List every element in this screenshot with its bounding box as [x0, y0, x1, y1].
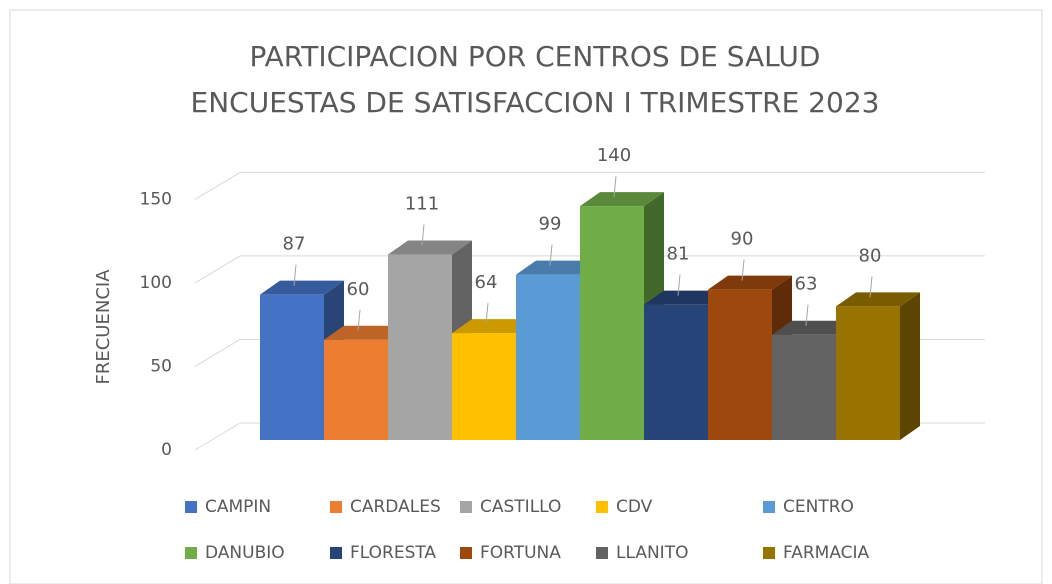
legend-label: DANUBIO	[205, 543, 285, 563]
legend-label: CAMPIN	[205, 497, 271, 517]
leader-line	[549, 244, 553, 266]
legend-swatch	[330, 501, 342, 513]
data-label: 140	[597, 145, 631, 166]
leader-line	[869, 276, 873, 298]
grid-line	[194, 422, 241, 451]
data-label: 99	[539, 214, 562, 235]
bar	[772, 334, 836, 440]
bar	[388, 254, 452, 440]
data-label: 81	[667, 244, 690, 265]
data-label: 90	[731, 229, 754, 250]
legend-label: CASTILLO	[480, 497, 561, 517]
legend-swatch	[763, 547, 775, 559]
y-tick-label: 50	[150, 356, 172, 376]
bar-top	[644, 290, 728, 305]
data-label: 80	[859, 245, 882, 266]
legend-swatch	[763, 501, 775, 513]
bar-top	[708, 275, 792, 290]
bar	[452, 333, 516, 440]
legend-swatch	[596, 501, 608, 513]
legend-label: CENTRO	[783, 497, 854, 517]
chart-subtitle: ENCUESTAS DE SATISFACCION I TRIMESTRE 20…	[191, 86, 880, 119]
data-label: 63	[795, 274, 818, 295]
bar-top	[452, 319, 536, 334]
legend-swatch	[460, 501, 472, 513]
legend-label: CDV	[616, 497, 653, 517]
data-label: 87	[283, 234, 306, 255]
legend-label: FLORESTA	[350, 543, 436, 563]
bar-top	[260, 280, 344, 295]
legend-swatch	[185, 547, 197, 559]
bar	[580, 206, 644, 440]
legend-swatch	[460, 547, 472, 559]
legend-swatch	[330, 547, 342, 559]
bar	[516, 274, 580, 440]
bar-top	[516, 260, 600, 275]
grid-line	[194, 171, 241, 200]
leader-line	[677, 274, 681, 296]
bar	[836, 306, 900, 440]
bar	[260, 294, 324, 440]
leader-line	[421, 224, 425, 246]
leader-line	[357, 309, 361, 331]
grid-line	[194, 339, 241, 367]
bar-top	[324, 325, 408, 340]
leader-line	[741, 259, 745, 281]
bar	[708, 289, 772, 440]
legend-label: FORTUNA	[480, 543, 561, 563]
leader-line	[293, 264, 297, 286]
bar-top	[580, 192, 664, 207]
y-axis-label: FRECUENCIA	[93, 269, 114, 385]
y-tick-label: 0	[161, 440, 172, 460]
bar-top	[388, 240, 472, 255]
grid-line	[194, 255, 241, 284]
legend-label: FARMACIA	[783, 543, 870, 563]
leader-line	[805, 304, 809, 326]
y-tick-label: 100	[140, 273, 172, 293]
data-label: 64	[475, 272, 498, 293]
bar	[644, 304, 708, 440]
legend-label: LLANITO	[616, 543, 688, 563]
data-label: 111	[405, 194, 439, 215]
bar-side	[900, 292, 920, 440]
legend-label: CARDALES	[350, 497, 441, 517]
data-label: 60	[347, 279, 370, 300]
leader-line	[613, 176, 617, 198]
legend-swatch	[185, 501, 197, 513]
bar-top	[836, 292, 920, 307]
bar	[324, 339, 388, 440]
legend-swatch	[596, 547, 608, 559]
leader-line	[485, 303, 489, 325]
bar-top	[772, 320, 856, 335]
y-tick-label: 150	[140, 189, 172, 209]
chart-title: PARTICIPACION POR CENTROS DE SALUD	[250, 40, 821, 73]
